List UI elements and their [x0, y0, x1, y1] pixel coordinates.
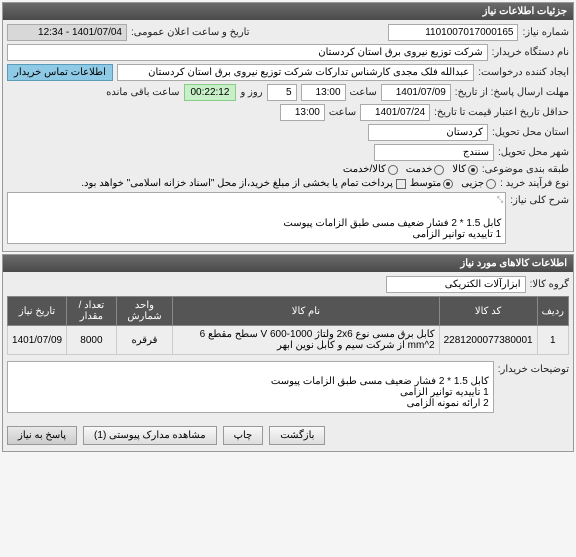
treasury-check[interactable]: پرداخت تمام یا بخشی از مبلغ خرید،از محل …	[81, 178, 406, 189]
th-code: کد کالا	[439, 297, 537, 326]
city-field: سنندج	[374, 144, 494, 161]
panel-body-items: گروه کالا: ابزارآلات الکتریکی ردیف کد کا…	[3, 272, 573, 420]
province-field: کردستان	[368, 124, 488, 141]
table-row[interactable]: 1 2281200077380001 کابل برق مسی نوع 2x6 …	[8, 326, 569, 355]
th-date: تاریخ نیاز	[8, 297, 67, 326]
group-label: گروه کالا:	[530, 279, 569, 290]
back-button[interactable]: بازگشت	[269, 426, 325, 445]
process-label: نوع فرآیند خرید :	[500, 178, 569, 189]
attachments-button[interactable]: مشاهده مدارک پیوستی (1)	[83, 426, 217, 445]
remaining-label: ساعت باقی مانده	[106, 87, 179, 98]
buyer-label: نام دستگاه خریدار:	[492, 47, 569, 58]
buyer-notes-text: کابل 1.5 * 2 فشار ضعیف مسی طبق الزامات پ…	[271, 376, 489, 409]
validity-date-field: 1401/07/24	[360, 104, 430, 121]
buyer-notes-label: توضیحات خریدار:	[498, 361, 569, 375]
need-number-label: شماره نیاز:	[522, 27, 569, 38]
category-radio-group: کالا خدمت کالا/خدمت	[343, 164, 478, 175]
need-details-panel: جزئیات اطلاعات نیاز شماره نیاز: 11010070…	[2, 2, 574, 252]
radio-both-label: کالا/خدمت	[343, 164, 386, 175]
td-qty: 8000	[67, 326, 117, 355]
radio-medium-label: متوسط	[410, 178, 441, 189]
deadline-time-field: 13:00	[301, 84, 346, 101]
validity-time-label: ساعت	[329, 107, 356, 118]
creator-field: عبدالله فلک مجدی کارشناس تدارکات شرکت تو…	[117, 64, 474, 81]
radio-goods-circle	[468, 165, 478, 175]
reply-button[interactable]: پاسخ به نیاز	[7, 426, 77, 445]
desc-label: شرح کلی نیاز:	[510, 192, 569, 206]
td-name: کابل برق مسی نوع 2x6 ولتاژ 1000-600 V سط…	[173, 326, 439, 355]
td-row: 1	[537, 326, 568, 355]
items-panel: اطلاعات کالاهای مورد نیاز گروه کالا: ابز…	[2, 254, 574, 452]
category-label: طبقه بندی موضوعی:	[482, 164, 569, 175]
buyer-notes-textarea[interactable]: کابل 1.5 * 2 فشار ضعیف مسی طبق الزامات پ…	[7, 361, 494, 413]
th-unit: واحد شمارش	[116, 297, 173, 326]
creator-label: ایجاد کننده درخواست:	[478, 67, 569, 78]
treasury-checkbox	[396, 179, 406, 189]
deadline-label: مهلت ارسال پاسخ: از تاریخ:	[455, 87, 569, 98]
announce-date-field: 1401/07/04 - 12:34	[7, 24, 127, 41]
validity-label: حداقل تاریخ اعتبار قیمت تا تاریخ:	[434, 107, 569, 118]
footer-buttons: بازگشت چاپ مشاهده مدارک پیوستی (1) پاسخ …	[3, 420, 573, 451]
contact-buyer-button[interactable]: اطلاعات تماس خریدار	[7, 64, 113, 81]
panel-header-details: جزئیات اطلاعات نیاز	[3, 3, 573, 20]
radio-both-circle	[388, 165, 398, 175]
desc-text: کابل 1.5 * 2 فشار ضعیف مسی طبق الزامات پ…	[283, 218, 501, 240]
city-label: شهر محل تحویل:	[498, 147, 569, 158]
radio-partial-label: جزیی	[461, 178, 484, 189]
need-number-field: 1101007017000165	[388, 24, 518, 41]
radio-medium[interactable]: متوسط	[410, 178, 453, 189]
radio-service-label: خدمت	[406, 164, 433, 175]
process-radio-group: جزیی متوسط	[410, 178, 496, 189]
countdown-timer: 00:22:12	[184, 84, 237, 101]
radio-service-circle	[434, 165, 444, 175]
td-date: 1401/07/09	[8, 326, 67, 355]
panel-header-items: اطلاعات کالاهای مورد نیاز	[3, 255, 573, 272]
radio-partial-circle	[486, 179, 496, 189]
items-table: ردیف کد کالا نام کالا واحد شمارش تعداد /…	[7, 296, 569, 355]
desc-textarea[interactable]: ⤡ کابل 1.5 * 2 فشار ضعیف مسی طبق الزامات…	[7, 192, 506, 244]
deadline-time-label: ساعت	[350, 87, 377, 98]
th-qty: تعداد / مقدار	[67, 297, 117, 326]
radio-service[interactable]: خدمت	[406, 164, 445, 175]
duration-label: روز و	[240, 87, 262, 98]
td-code: 2281200077380001	[439, 326, 537, 355]
table-header-row: ردیف کد کالا نام کالا واحد شمارش تعداد /…	[8, 297, 569, 326]
radio-goods-label: کالا	[452, 164, 466, 175]
th-name: نام کالا	[173, 297, 439, 326]
radio-medium-circle	[443, 179, 453, 189]
print-button[interactable]: چاپ	[223, 426, 264, 445]
radio-goods[interactable]: کالا	[452, 164, 478, 175]
duration-field: 5	[267, 84, 297, 101]
validity-time-field: 13:00	[280, 104, 325, 121]
buyer-field: شرکت توزیع نیروی برق استان کردستان	[7, 44, 488, 61]
radio-partial[interactable]: جزیی	[461, 178, 496, 189]
radio-both[interactable]: کالا/خدمت	[343, 164, 398, 175]
resize-icon[interactable]: ⤡	[497, 195, 503, 205]
panel-body-details: شماره نیاز: 1101007017000165 تاریخ و ساع…	[3, 20, 573, 251]
td-unit: قرقره	[116, 326, 173, 355]
province-label: استان محل تحویل:	[492, 127, 569, 138]
th-row: ردیف	[537, 297, 568, 326]
treasury-label: پرداخت تمام یا بخشی از مبلغ خرید،از محل …	[81, 178, 393, 189]
group-field: ابزارآلات الکتریکی	[386, 276, 526, 293]
deadline-date-field: 1401/07/09	[381, 84, 451, 101]
announce-date-label: تاریخ و ساعت اعلان عمومی:	[131, 27, 250, 38]
